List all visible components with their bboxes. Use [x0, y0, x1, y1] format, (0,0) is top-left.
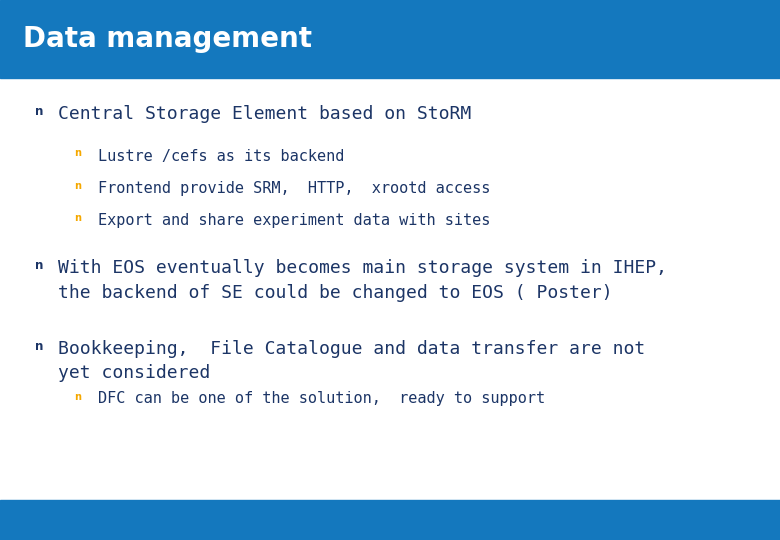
Bar: [0, 500, 780, 540]
Text: Data management: Data management: [23, 25, 313, 53]
Text: Export and share experiment data with sites: Export and share experiment data with si…: [98, 213, 490, 228]
Text: n: n: [74, 213, 81, 224]
Text: With EOS eventually becomes main storage system in IHEP,
the backend of SE could: With EOS eventually becomes main storage…: [58, 259, 668, 301]
Text: Central Storage Element based on StoRM: Central Storage Element based on StoRM: [58, 105, 472, 123]
Text: n: n: [74, 181, 81, 191]
Bar: [0, 0, 780, 78]
Text: Frontend provide SRM,  HTTP,  xrootd access: Frontend provide SRM, HTTP, xrootd acces…: [98, 181, 490, 196]
Text: n: n: [74, 148, 81, 159]
Text: n: n: [35, 340, 44, 353]
Text: n: n: [35, 105, 44, 118]
Text: n: n: [74, 392, 81, 402]
Text: Bookkeeping,  File Catalogue and data transfer are not
yet considered: Bookkeeping, File Catalogue and data tra…: [58, 340, 646, 382]
Text: Lustre /cefs as its backend: Lustre /cefs as its backend: [98, 148, 344, 164]
Text: n: n: [35, 259, 44, 272]
Text: DFC can be one of the solution,  ready to support: DFC can be one of the solution, ready to…: [98, 392, 544, 407]
